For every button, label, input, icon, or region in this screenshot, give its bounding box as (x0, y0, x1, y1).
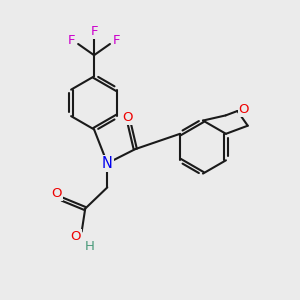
Text: N: N (102, 156, 113, 171)
Text: O: O (123, 111, 133, 124)
Text: H: H (85, 240, 95, 254)
Text: O: O (52, 188, 62, 200)
Text: O: O (239, 103, 249, 116)
Text: O: O (70, 230, 80, 243)
Text: F: F (90, 25, 98, 38)
Text: F: F (113, 34, 120, 47)
Text: F: F (68, 34, 75, 47)
